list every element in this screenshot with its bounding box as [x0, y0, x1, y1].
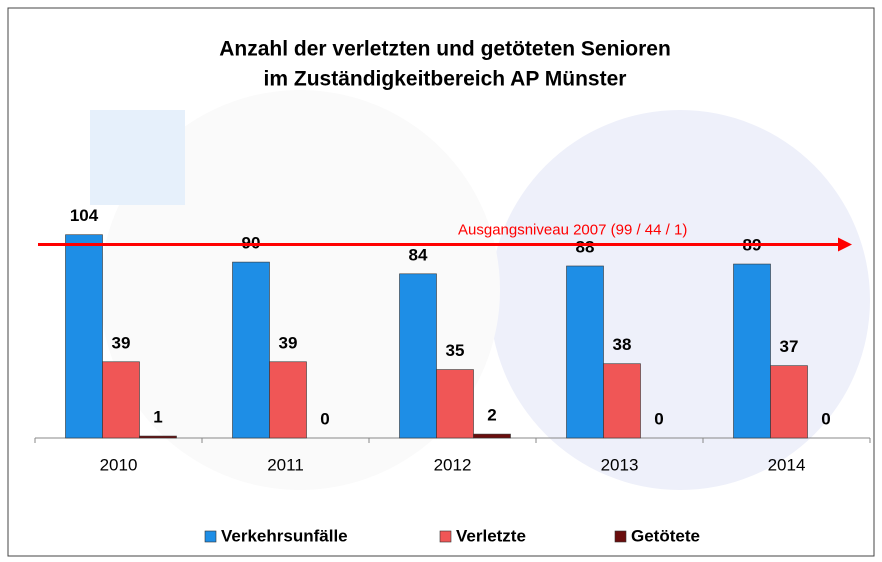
bar — [771, 366, 808, 438]
chart: Anzahl der verletzten und getöteten Seni… — [0, 0, 882, 562]
data-label: 1 — [153, 408, 162, 427]
legend-swatch — [205, 531, 216, 542]
bar — [270, 362, 307, 438]
watermark — [490, 110, 870, 490]
data-label: 0 — [320, 409, 329, 428]
bar — [437, 370, 474, 438]
bar — [233, 262, 270, 438]
data-label: 39 — [112, 333, 131, 352]
legend-label: Verletzte — [456, 526, 526, 545]
bar — [140, 436, 177, 438]
bar — [567, 266, 604, 438]
bar — [66, 235, 103, 438]
data-label: 38 — [613, 335, 632, 354]
chart-title: im Zuständigkeitbereich AP Münster — [264, 68, 627, 91]
bar — [734, 264, 771, 438]
data-label: 35 — [446, 341, 465, 360]
page: Anzahl der verletzten und getöteten Seni… — [0, 0, 882, 562]
x-tick-label: 2010 — [100, 455, 138, 474]
chart-title: Anzahl der verletzten und getöteten Seni… — [219, 38, 671, 61]
watermark — [90, 110, 185, 205]
x-tick-label: 2011 — [267, 455, 304, 474]
data-label: 37 — [780, 337, 799, 356]
data-label: 0 — [654, 409, 663, 428]
x-tick-label: 2012 — [434, 455, 472, 474]
legend-label: Getötete — [631, 526, 700, 545]
x-tick-label: 2014 — [768, 455, 806, 474]
reference-label: Ausgangsniveau 2007 (99 / 44 / 1) — [458, 221, 687, 238]
bar — [103, 362, 140, 438]
data-label: 2 — [487, 406, 496, 425]
legend-swatch — [615, 531, 626, 542]
bar — [474, 434, 511, 438]
data-label: 84 — [409, 245, 428, 264]
bar — [400, 274, 437, 438]
legend-swatch — [440, 531, 451, 542]
data-label: 88 — [576, 237, 595, 256]
x-tick-label: 2013 — [601, 455, 639, 474]
legend-label: Verkehrsunfälle — [221, 526, 348, 545]
bar — [604, 364, 641, 438]
data-label: 0 — [821, 409, 830, 428]
data-label: 39 — [279, 333, 298, 352]
data-label: 104 — [70, 206, 99, 225]
